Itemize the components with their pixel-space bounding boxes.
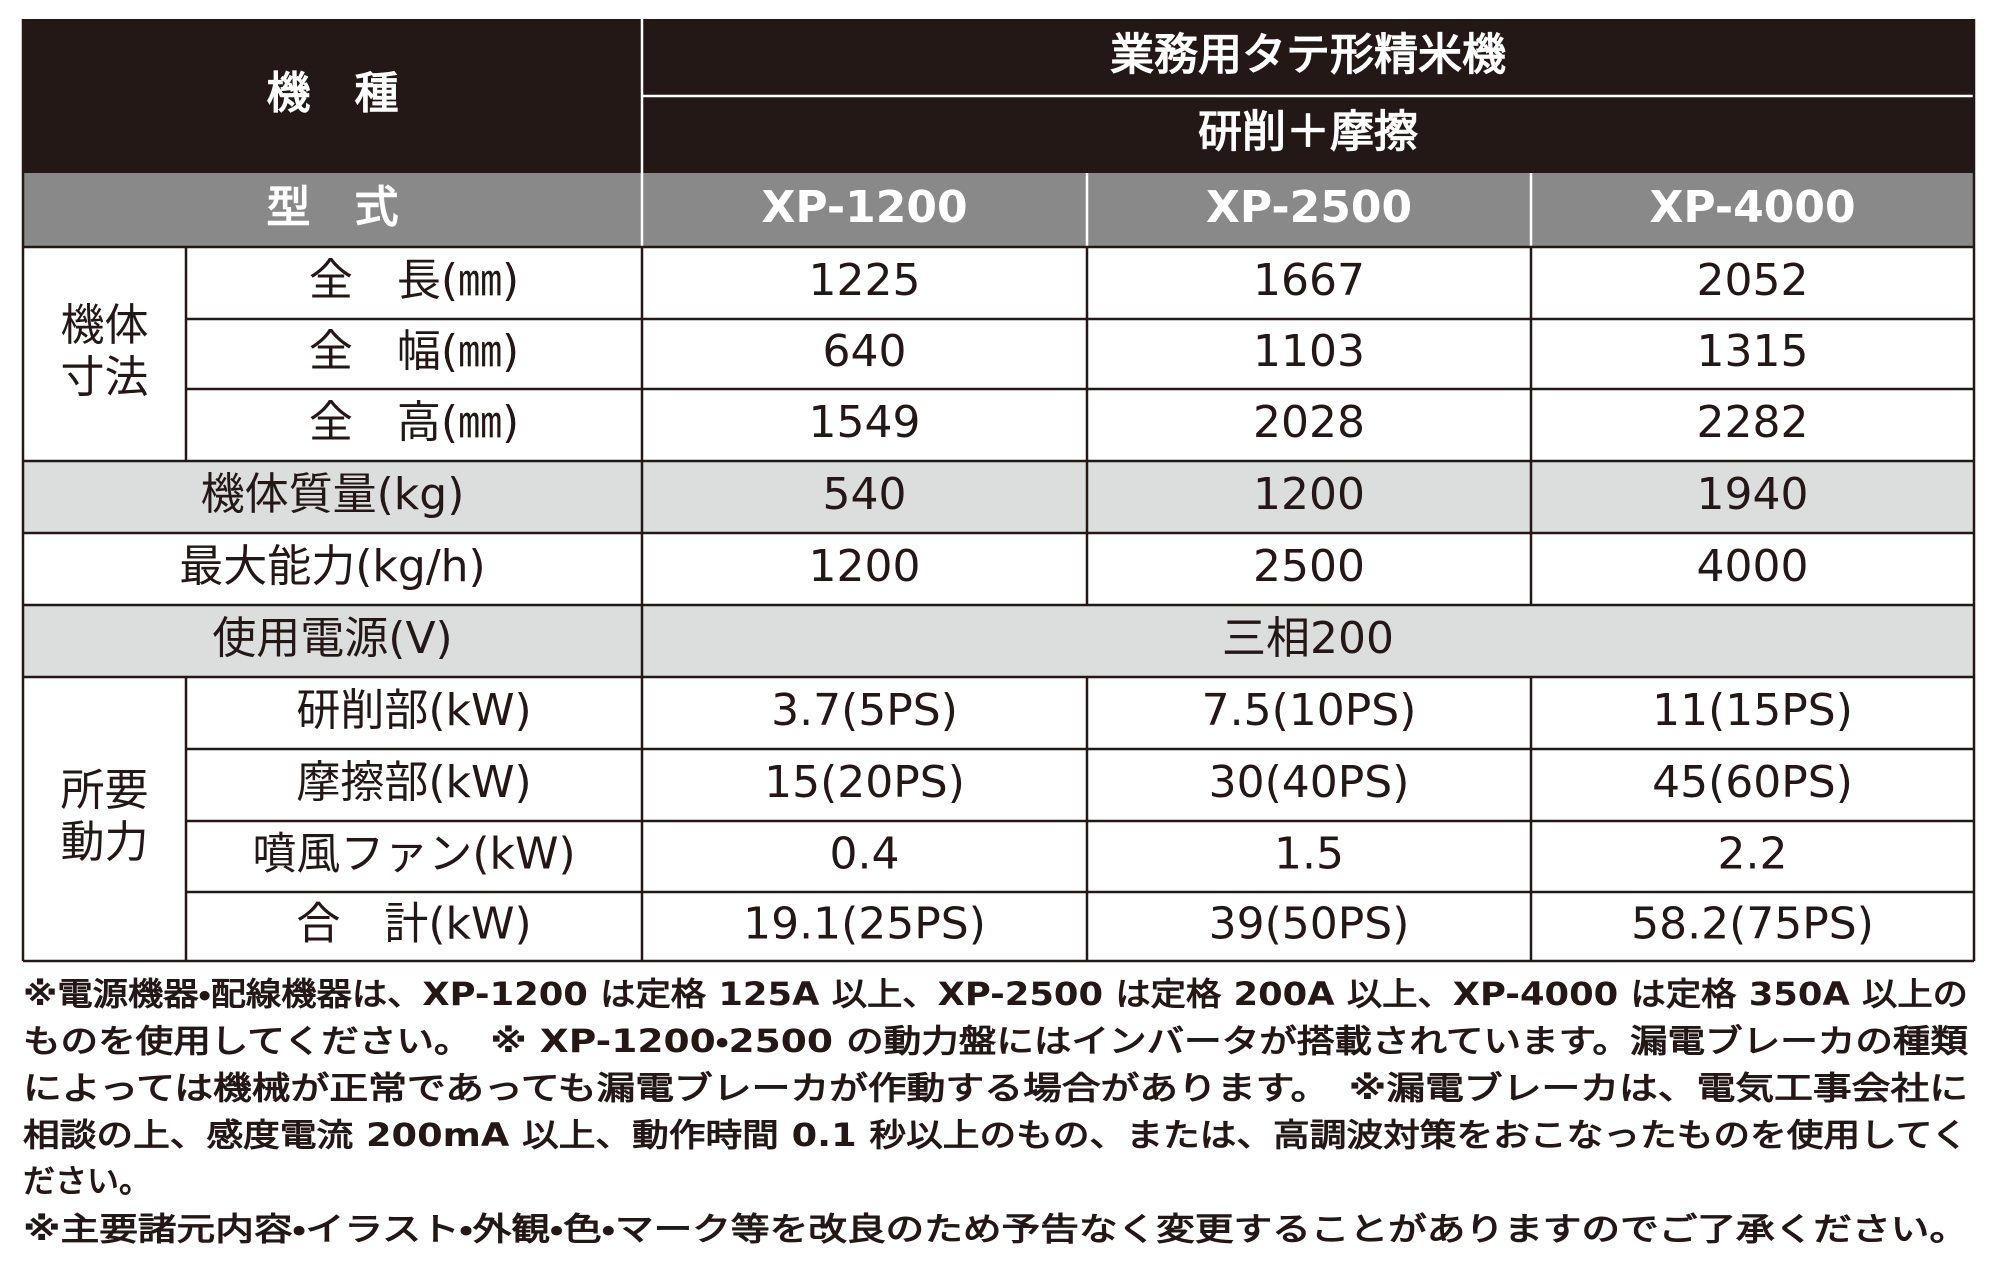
header-label: 型 式 bbox=[267, 182, 399, 233]
cell-value: 7.5(10PS) bbox=[1202, 685, 1417, 736]
cell-value: 三相200 bbox=[1222, 613, 1394, 664]
group-label: 所要 bbox=[61, 765, 149, 816]
cell-value: 1200 bbox=[1253, 469, 1365, 520]
model-name: XP-1200 bbox=[761, 182, 967, 233]
cell-value: 1225 bbox=[809, 255, 921, 306]
group-label: 寸法 bbox=[61, 352, 149, 403]
cell-value: 58.2(75PS) bbox=[1631, 899, 1874, 950]
group-label: 動力 bbox=[61, 817, 149, 868]
cell-bg bbox=[23, 173, 1974, 247]
cell-value: 1667 bbox=[1253, 255, 1365, 306]
cell-value: 30(40PS) bbox=[1209, 757, 1410, 808]
row-label: 全 高(㎜) bbox=[309, 397, 519, 448]
row-label: 噴風ファン(kW) bbox=[252, 829, 575, 880]
row-label: 摩擦部(kW) bbox=[296, 757, 531, 808]
note-line: ものを使用してください。 ※ XP-1200・2500 の動力盤にはインバータが… bbox=[23, 1022, 1969, 1060]
cell-value: 39(50PS) bbox=[1209, 899, 1410, 950]
cell-bg bbox=[23, 605, 1974, 677]
cell-value: 2.2 bbox=[1718, 829, 1788, 880]
cell-value: 11(15PS) bbox=[1652, 685, 1853, 736]
cell-value: 4000 bbox=[1697, 541, 1809, 592]
cell-bg bbox=[23, 461, 1974, 533]
model-name: XP-2500 bbox=[1206, 182, 1412, 233]
row-label: 全 長(㎜) bbox=[309, 255, 519, 306]
note-line: 相談の上、感度電流 200mA 以上、動作時間 0.1 秒以上のもの、または、高… bbox=[23, 1116, 1968, 1154]
cell-value: 1549 bbox=[809, 397, 921, 448]
group-label: 機体 bbox=[61, 300, 149, 351]
cell-value: 19.1(25PS) bbox=[743, 899, 986, 950]
cell-value: 1940 bbox=[1697, 469, 1809, 520]
cell-value: 1.5 bbox=[1274, 829, 1344, 880]
row-label: 使用電源(V) bbox=[212, 613, 452, 664]
note-line: ※主要諸元内容・イラスト・外観・色・マーク等を改良のため予告なく変更することがあ… bbox=[23, 1210, 1968, 1248]
note-line: ※電源機器・配線機器は、XP-1200 は定格 125A 以上、XP-2500 … bbox=[23, 975, 1968, 1013]
cell-value: 2028 bbox=[1253, 397, 1365, 448]
row-label: 全 幅(㎜) bbox=[309, 326, 519, 377]
note-line: によっては機械が正常であっても漏電ブレーカが作動する場合があります。 ※漏電ブレ… bbox=[23, 1069, 1968, 1107]
model-name: XP-4000 bbox=[1649, 182, 1855, 233]
row-label: 研削部(kW) bbox=[296, 685, 531, 736]
cell-value: 1200 bbox=[809, 541, 921, 592]
cell-value: 2052 bbox=[1697, 255, 1809, 306]
cell-value: 45(60PS) bbox=[1652, 757, 1853, 808]
row-label: 合 計(kW) bbox=[296, 899, 531, 950]
header-product: 業務用タテ形精米機 bbox=[1110, 30, 1506, 81]
note-line: ださい。 bbox=[23, 1162, 151, 1200]
header-method: 研削＋摩擦 bbox=[1198, 107, 1419, 158]
cell-value: 1103 bbox=[1253, 326, 1365, 377]
row-label: 最大能力(kg/h) bbox=[179, 541, 485, 592]
cell-value: 3.7(5PS) bbox=[771, 685, 958, 736]
cell-value: 640 bbox=[823, 326, 907, 377]
cell-value: 0.4 bbox=[830, 829, 900, 880]
header-label: 機 種 bbox=[267, 68, 399, 119]
cell-value: 2500 bbox=[1253, 541, 1365, 592]
cell-value: 2282 bbox=[1697, 397, 1809, 448]
row-label: 機体質量(kg) bbox=[201, 469, 465, 520]
cell-value: 1315 bbox=[1697, 326, 1809, 377]
cell-value: 540 bbox=[823, 469, 907, 520]
cell-value: 15(20PS) bbox=[764, 757, 965, 808]
